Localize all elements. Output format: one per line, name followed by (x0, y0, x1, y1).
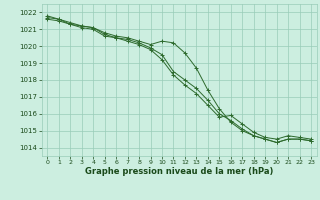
X-axis label: Graphe pression niveau de la mer (hPa): Graphe pression niveau de la mer (hPa) (85, 167, 273, 176)
